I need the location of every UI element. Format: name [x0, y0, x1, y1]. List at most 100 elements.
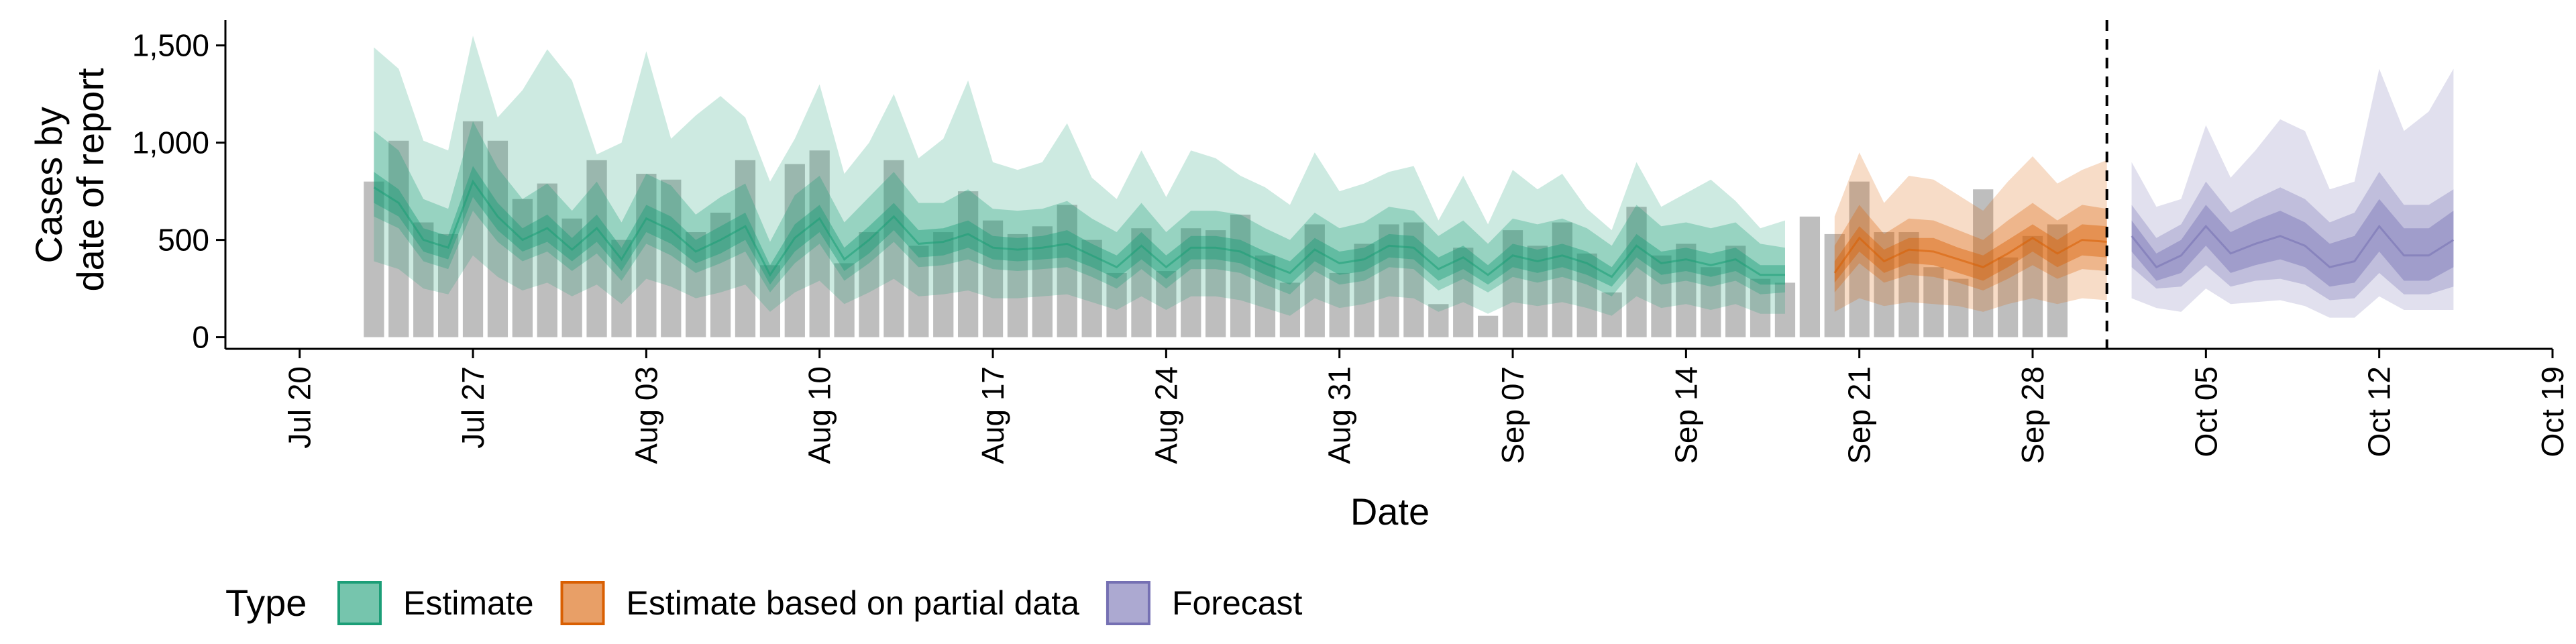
reported-cases-bar	[957, 191, 979, 337]
x-tick-label: Oct 12	[2362, 366, 2397, 458]
legend-swatch	[337, 581, 382, 625]
x-tick-label: Sep 28	[2015, 366, 2050, 464]
ribbon-mid-band	[1834, 203, 2107, 292]
reported-cases-bar	[1799, 216, 1821, 337]
reported-cases-bar	[1502, 230, 1523, 337]
legend-label: Estimate based on partial data	[627, 584, 1080, 622]
reported-cases-bar	[784, 164, 805, 337]
legend-label: Estimate	[403, 584, 534, 622]
reported-cases-bar	[1156, 271, 1177, 337]
reported-cases-bar	[512, 199, 533, 337]
x-tick-label: Aug 03	[629, 366, 663, 464]
median-line	[373, 179, 1785, 278]
median-line	[1833, 236, 2107, 274]
ribbon-outer-band	[2131, 68, 2454, 318]
y-tick-label: 0	[192, 320, 209, 355]
reported-cases-bar	[1477, 315, 1499, 337]
reported-cases-bar	[908, 246, 929, 337]
legend-item: Forecast	[1106, 581, 1303, 625]
reported-cases-bar	[1948, 278, 1969, 337]
x-tick-label: Jul 27	[455, 366, 490, 449]
legend-item: Estimate based on partial data	[560, 581, 1080, 625]
ribbon-inner-band	[374, 166, 1786, 287]
reported-cases-bar	[1552, 222, 1572, 337]
reported-cases-bar	[561, 218, 582, 337]
legend-title: Type	[225, 582, 307, 624]
legend-item: Estimate	[337, 581, 534, 625]
y-axis-title-line-1: Cases by	[28, 107, 70, 263]
y-axis-title-line-2: date of report	[69, 68, 111, 292]
x-tick-label: Sep 14	[1668, 366, 1703, 464]
series-forecast	[2131, 68, 2455, 318]
reported-cases-bar	[834, 263, 855, 337]
reported-cases-bar	[1824, 233, 1845, 337]
reported-cases-bar	[883, 160, 904, 337]
reported-cases-bar	[611, 239, 632, 337]
reported-cases-bar	[1254, 255, 1276, 337]
x-tick-label: Sep 21	[1842, 366, 1877, 464]
x-axis-title: Date	[1350, 490, 1430, 533]
ribbons-layer	[373, 36, 2455, 318]
reported-cases-bar	[661, 179, 682, 337]
reported-cases-bar	[1626, 207, 1647, 337]
legend-swatch	[1106, 581, 1150, 625]
reported-cases-bar	[1428, 304, 1449, 337]
reported-cases-bar	[1601, 292, 1622, 337]
x-tick-label: Oct 05	[2188, 366, 2223, 458]
reported-cases-bar	[1701, 267, 1721, 337]
ribbon-mid-band	[374, 121, 1786, 297]
reported-cases-bar	[1007, 233, 1028, 337]
ribbon-inner-band	[1834, 224, 2107, 283]
reported-cases-bar	[586, 160, 607, 337]
legend-label: Forecast	[1172, 584, 1303, 622]
reported-cases-bar	[537, 183, 557, 337]
reported-cases-bar	[1379, 224, 1399, 337]
axes: 0 500 1,000 1,500 Jul 20 Jul 27 Aug 03 Aug 10 Au…	[132, 20, 2570, 464]
reported-cases-bar	[1874, 232, 1894, 337]
reported-cases-bar	[859, 232, 879, 337]
x-tick-label: Oct 19	[2535, 366, 2570, 458]
legend: Type Estimate Estimate based on partial d…	[225, 581, 1303, 625]
ribbon-mid-band	[2131, 172, 2454, 301]
legend-items: Estimate Estimate based on partial data Fo…	[337, 581, 1303, 625]
x-tick-label: Sep 07	[1495, 366, 1530, 464]
reported-cases-bar	[364, 181, 384, 337]
reported-cases-bar	[1849, 181, 1870, 337]
reported-cases-bar	[487, 140, 508, 337]
x-tick-label: Aug 17	[975, 366, 1010, 464]
plot-area	[364, 20, 2455, 349]
series-estimate-based-on-partial-data	[1833, 152, 2107, 312]
reported-cases-bar	[933, 232, 954, 337]
reported-cases-bar	[735, 160, 756, 337]
reported-cases-bar	[982, 220, 1004, 337]
reported-cases-bar	[1106, 272, 1127, 337]
y-tick-label: 1,500	[132, 28, 209, 63]
x-tick-label: Aug 31	[1322, 366, 1357, 464]
x-tick-label: Aug 10	[802, 366, 837, 464]
median-line	[2131, 224, 2455, 269]
reported-cases-bar	[710, 213, 731, 337]
x-tick-label: Jul 20	[282, 366, 317, 449]
reported-cases-bar	[1304, 224, 1325, 337]
reported-cases-bar	[1181, 228, 1201, 337]
x-tick-label: Aug 24	[1148, 366, 1183, 464]
series-estimate	[373, 36, 1786, 316]
reported-cases-bar	[1750, 278, 1771, 337]
legend-swatch	[560, 581, 605, 625]
y-tick-label: 500	[158, 223, 209, 258]
reported-cases-bar	[759, 265, 781, 337]
reported-cases-bar	[2047, 224, 2068, 337]
reported-cases-bar	[1230, 214, 1251, 337]
reported-cases-bar	[1279, 282, 1301, 337]
y-axis-title: Cases by date of report	[28, 68, 111, 292]
reported-cases-bar	[686, 232, 706, 337]
reported-cases-bar	[1032, 226, 1053, 337]
reported-cases-bar	[1774, 282, 1796, 337]
reported-cases-bar	[1403, 222, 1424, 337]
reported-cases-bar	[809, 150, 830, 337]
reported-cases-bar	[1329, 272, 1350, 337]
ribbon-outer-band	[1834, 152, 2107, 312]
y-tick-label: 1,000	[132, 125, 209, 160]
ribbon-inner-band	[2131, 199, 2454, 287]
